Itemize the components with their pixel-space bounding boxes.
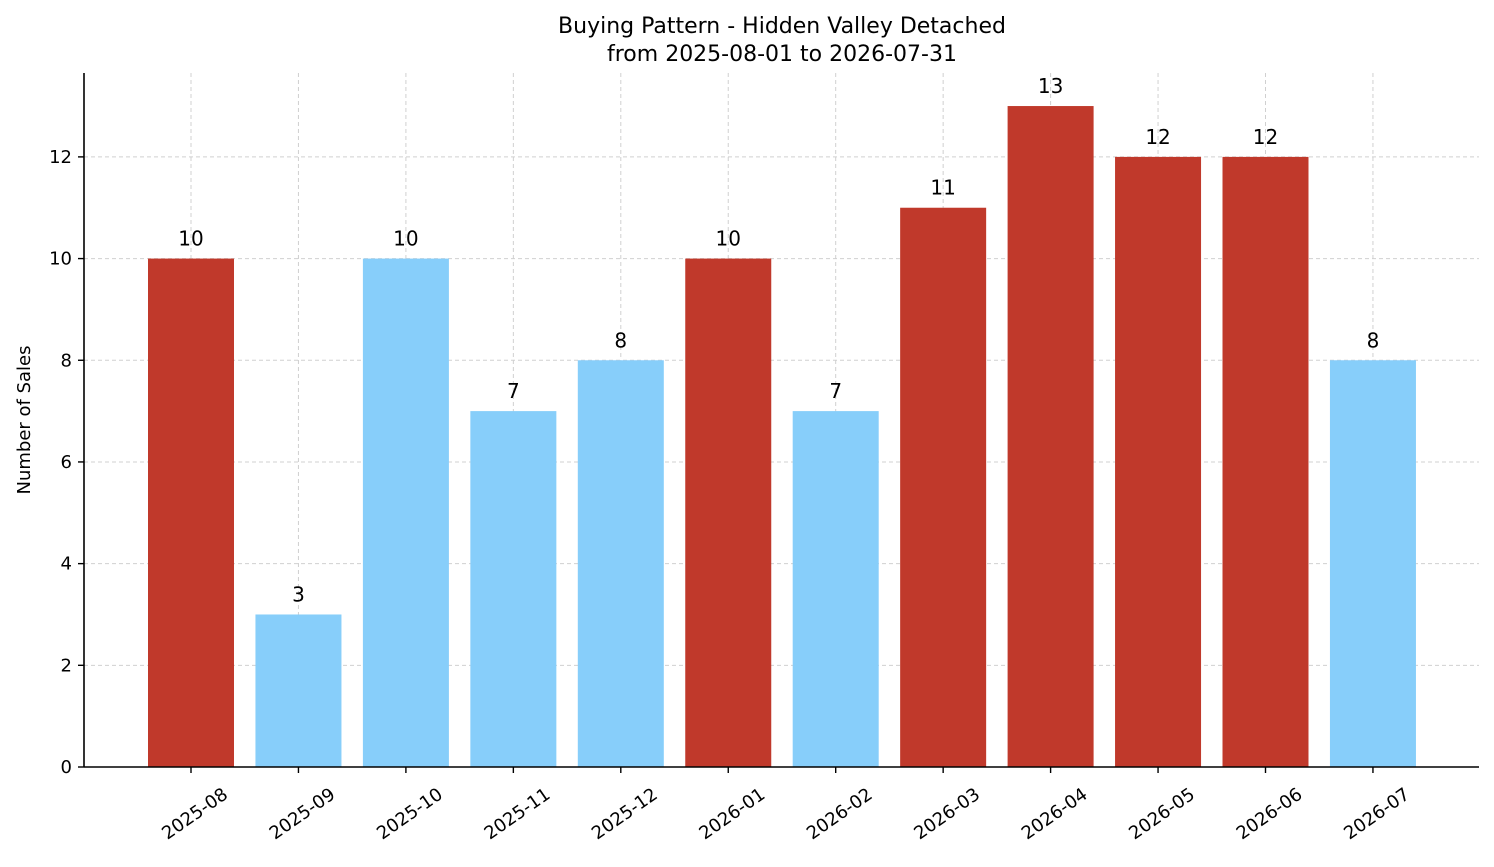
x-tick-label: 2025-08 [158, 784, 232, 844]
bar-value-label: 11 [930, 176, 955, 200]
x-tick-label: 2025-12 [588, 784, 662, 844]
x-tick-label: 2026-01 [695, 784, 769, 844]
bar-value-label: 12 [1145, 125, 1170, 149]
bar [255, 614, 342, 767]
bar-value-label: 3 [292, 582, 305, 606]
chart-title: Buying Pattern - Hidden Valley Detached [558, 14, 1006, 39]
bar [1222, 156, 1309, 767]
bar-value-label: 7 [507, 379, 520, 403]
x-tick-label: 2025-10 [373, 784, 447, 844]
y-tick-label: 6 [61, 452, 72, 473]
bar-value-label: 7 [829, 379, 842, 403]
bar [577, 360, 664, 767]
x-tick-label: 2026-05 [1125, 784, 1199, 844]
bar [900, 207, 987, 767]
bar-value-label: 10 [178, 227, 203, 251]
x-tick-label: 2026-06 [1233, 784, 1307, 844]
bar-value-label: 8 [1367, 328, 1380, 352]
bar [1115, 156, 1202, 767]
bar [148, 258, 234, 767]
x-tick-label: 2026-03 [910, 784, 984, 844]
y-axis-label: Number of Sales [14, 345, 35, 494]
y-tick-label: 12 [49, 147, 72, 168]
bar-value-label: 12 [1253, 125, 1278, 149]
bar [792, 411, 879, 767]
bar-value-label: 8 [614, 328, 627, 352]
bar-value-label: 10 [716, 227, 741, 251]
bar [1007, 106, 1094, 768]
x-tick-label: 2025-09 [266, 784, 340, 844]
y-tick-label: 0 [61, 757, 72, 778]
y-tick-label: 2 [61, 655, 72, 676]
bar-value-label: 10 [393, 227, 418, 251]
bar-value-labels: 10 3 10 7 8 10 7 11 13 12 12 8 [178, 74, 1379, 606]
bar-value-label: 13 [1038, 74, 1063, 98]
bars [148, 106, 1416, 768]
x-tick-label: 2026-07 [1340, 784, 1414, 844]
chart-subtitle: from 2025-08-01 to 2026-07-31 [607, 42, 957, 67]
bar [470, 411, 557, 767]
bar [362, 258, 449, 767]
bar [1329, 360, 1416, 767]
y-tick-label: 10 [49, 249, 72, 270]
bar [685, 258, 772, 767]
y-tick-label: 4 [61, 554, 72, 575]
x-tick-label: 2026-04 [1018, 784, 1092, 844]
x-tick-label: 2026-02 [803, 784, 877, 844]
x-tick-label: 2025-11 [481, 784, 555, 844]
y-tick-label: 8 [61, 350, 72, 371]
